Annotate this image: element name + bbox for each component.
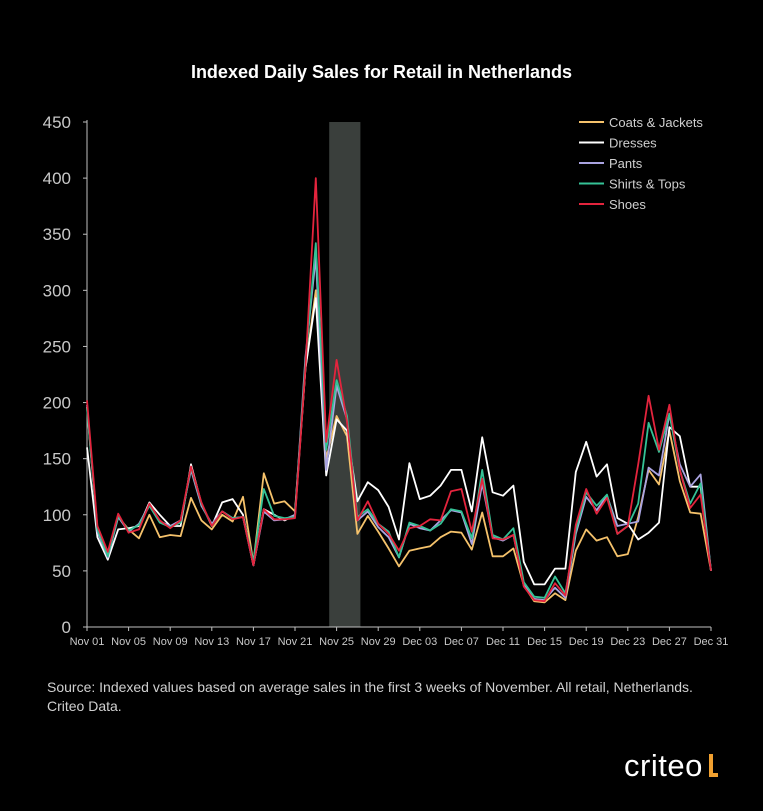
y-tick-label: 450 <box>43 113 71 132</box>
y-tick-label: 0 <box>62 618 71 637</box>
x-tick-label: Dec 15 <box>527 636 562 648</box>
source-note: Source: Indexed values based on average … <box>47 679 693 714</box>
y-tick-label: 50 <box>52 562 71 581</box>
series-line <box>86 242 712 599</box>
x-tick-label: Nov 29 <box>361 636 396 648</box>
x-tick-label: Dec 27 <box>652 636 687 648</box>
legend: Coats & Jackets Dresses Pants Shirts & Tops… <box>579 115 703 212</box>
y-tick-label: 400 <box>43 169 71 188</box>
criteo-logo: criteo <box>624 748 718 784</box>
series-line <box>86 289 712 604</box>
logo-mark-icon <box>708 754 718 777</box>
x-tick-label: Nov 25 <box>319 636 354 648</box>
x-tick-label: Nov 01 <box>70 636 105 648</box>
y-tick-label: 100 <box>43 506 71 525</box>
line-chart: 0 50 100 150 200 250 300 350 400 450 Nov 01 Nov 05 N… <box>43 113 729 648</box>
series-line <box>86 297 712 586</box>
legend-label: Dresses <box>609 136 657 151</box>
x-tick-label: Dec 07 <box>444 636 479 648</box>
y-tick-label: 350 <box>43 225 71 244</box>
legend-label: Coats & Jackets <box>609 115 703 130</box>
legend-label: Shirts & Tops <box>609 177 686 192</box>
x-tick-label: Nov 05 <box>111 636 146 648</box>
series-line <box>86 177 712 603</box>
legend-label: Shoes <box>609 197 646 212</box>
axis-layer: 0 50 100 150 200 250 300 350 400 450 Nov 01 Nov 05 N… <box>43 113 729 648</box>
x-tick-label: Dec 31 <box>694 636 729 648</box>
x-tick-label: Nov 13 <box>194 636 229 648</box>
x-tick-label: Dec 19 <box>569 636 604 648</box>
series-lines <box>86 177 712 604</box>
chart-title: Indexed Daily Sales for Retail in Nether… <box>190 62 573 82</box>
x-tick-label: Dec 23 <box>610 636 645 648</box>
x-tick-label: Nov 17 <box>236 636 271 648</box>
y-tick-label: 200 <box>43 394 71 413</box>
x-tick-label: Dec 11 <box>486 636 520 648</box>
logo-text: criteo <box>624 748 703 783</box>
legend-label: Pants <box>609 156 643 171</box>
x-tick-label: Dec 03 <box>402 636 437 648</box>
x-tick-label: Nov 21 <box>278 636 313 648</box>
y-tick-label: 300 <box>43 281 71 300</box>
y-tick-label: 250 <box>43 337 71 356</box>
x-tick-label: Nov 09 <box>153 636 188 648</box>
y-tick-label: 150 <box>43 450 71 469</box>
